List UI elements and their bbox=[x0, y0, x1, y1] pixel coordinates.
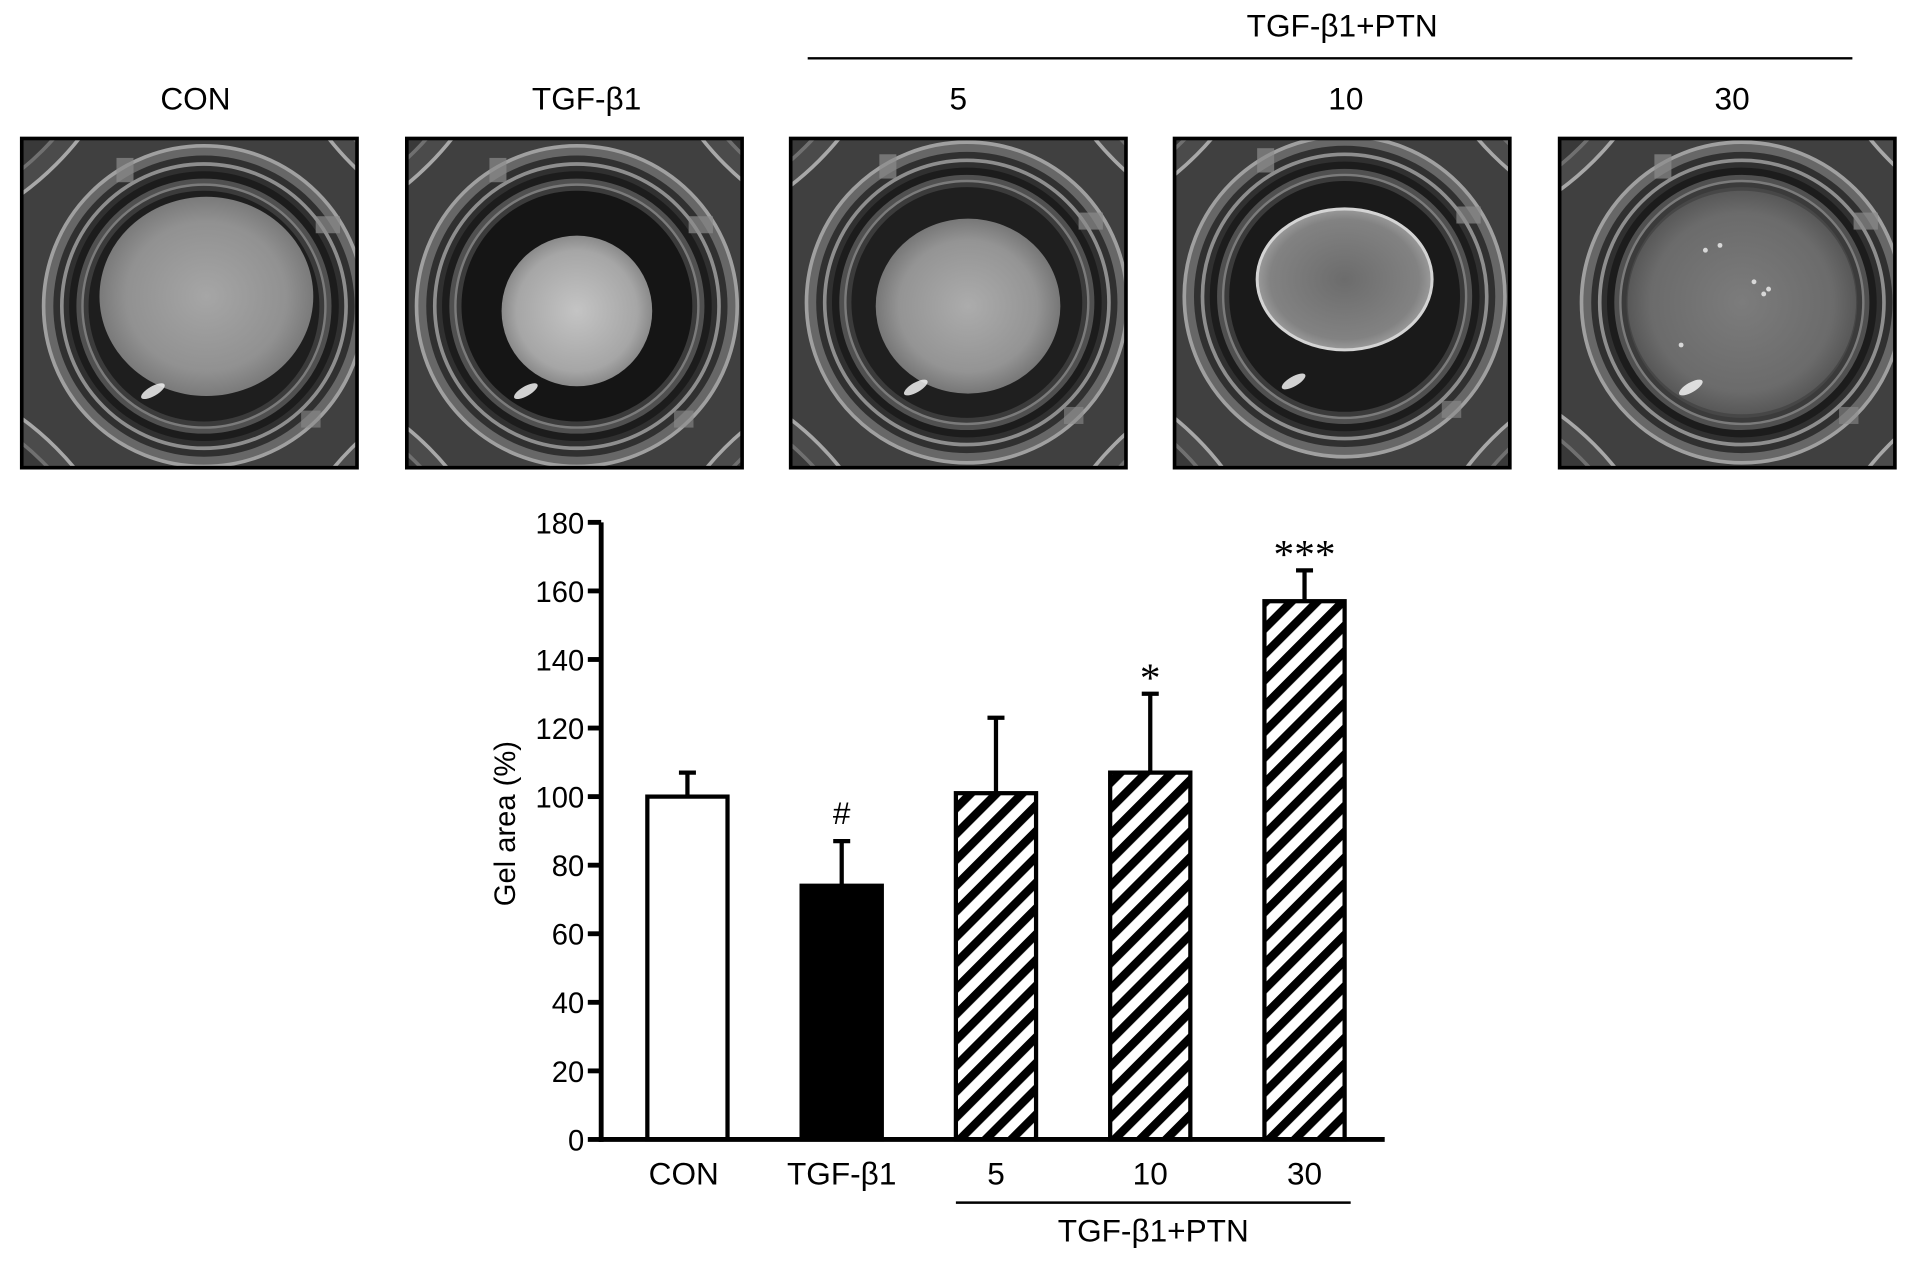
y-axis-label: Gel area (%) bbox=[490, 741, 522, 906]
y-tick-label: 40 bbox=[552, 988, 584, 1020]
photo-group-label: TGF-β1+PTN bbox=[1247, 7, 1438, 43]
bar-4 bbox=[1262, 599, 1347, 1142]
y-tick-label: 80 bbox=[552, 851, 584, 883]
y-tick-label: 100 bbox=[536, 783, 585, 815]
x-tick-label: CON bbox=[649, 1155, 719, 1191]
bar-2 bbox=[953, 791, 1039, 1142]
y-tick-label: 120 bbox=[536, 714, 585, 746]
significance-mark: # bbox=[833, 795, 851, 831]
x-tick-label: TGF-β1 bbox=[787, 1155, 896, 1191]
significance-mark: * bbox=[1140, 654, 1161, 700]
x-tick-label: 5 bbox=[987, 1155, 1005, 1191]
photo-label-5: 5 bbox=[950, 80, 968, 116]
bar-1 bbox=[799, 883, 884, 1142]
y-tick-label: 0 bbox=[568, 1125, 584, 1157]
photo-label-con: CON bbox=[160, 80, 230, 116]
photo-label-30: 30 bbox=[1715, 80, 1750, 116]
y-tick-label: 20 bbox=[552, 1057, 584, 1089]
y-tick-label: 60 bbox=[552, 920, 584, 952]
photo-panel-5 bbox=[788, 136, 1128, 470]
x-tick-label: 30 bbox=[1287, 1155, 1322, 1191]
photo-row bbox=[19, 136, 1897, 470]
bar-chart: Gel area (%) #****0204060801001201401601… bbox=[490, 508, 1385, 1248]
y-tick-label: 140 bbox=[536, 645, 585, 677]
photo-panel-30 bbox=[1557, 136, 1897, 470]
bar-0 bbox=[645, 794, 730, 1142]
photo-panel-tgf bbox=[404, 136, 744, 470]
photo-label-10: 10 bbox=[1328, 80, 1363, 116]
y-tick-label: 180 bbox=[536, 508, 585, 540]
photo-label-tgf: TGF-β1 bbox=[532, 80, 641, 116]
photo-panel-10 bbox=[1172, 136, 1512, 470]
bar-3 bbox=[1108, 770, 1193, 1142]
significance-mark: *** bbox=[1274, 531, 1336, 577]
photo-header: TGF-β1+PTN CON TGF-β1 5 10 30 bbox=[160, 7, 1853, 116]
photo-panel-con bbox=[19, 136, 359, 470]
x-tick-label: 10 bbox=[1133, 1155, 1168, 1191]
group-label: TGF-β1+PTN bbox=[1058, 1212, 1249, 1248]
y-tick-label: 160 bbox=[536, 577, 585, 609]
